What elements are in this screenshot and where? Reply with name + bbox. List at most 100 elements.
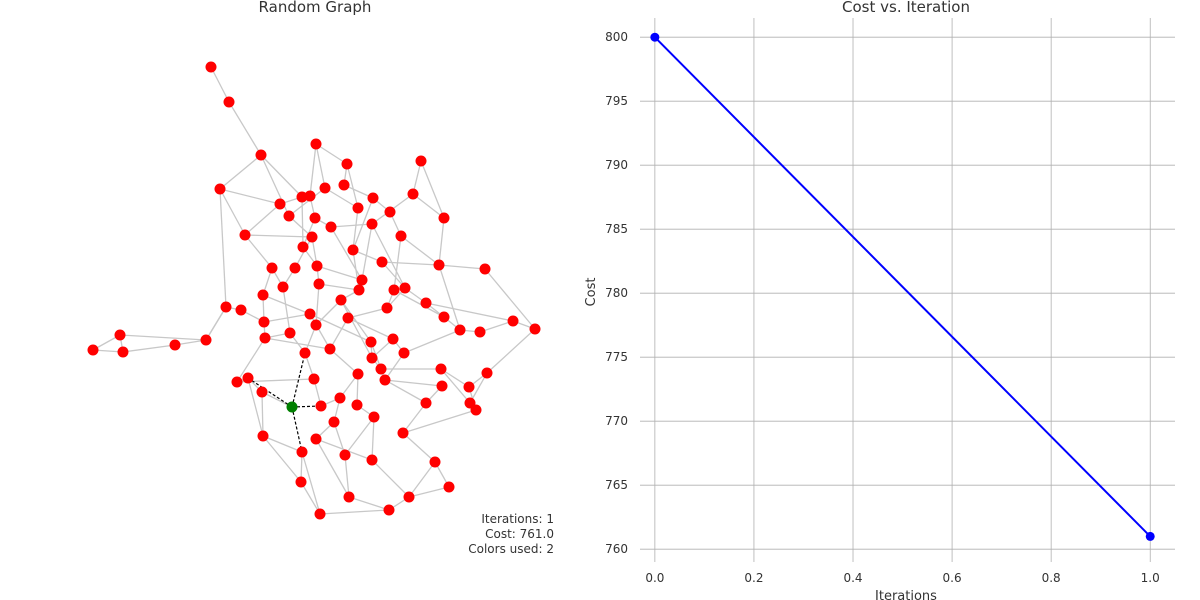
graph-node [351, 399, 363, 411]
graph-node [205, 61, 217, 73]
graph-node [214, 183, 226, 195]
graph-edge [393, 289, 445, 318]
graph-node [420, 397, 432, 409]
graph-edge [361, 223, 373, 281]
graph-edge [262, 435, 302, 483]
graph-node [87, 344, 99, 356]
graph-node [347, 244, 359, 256]
colors-used-annotation: Colors used: 2 [468, 542, 554, 556]
cost-data-point [1145, 531, 1155, 541]
graph-edge [346, 163, 359, 209]
graph-edge [440, 368, 471, 404]
graph-edge [219, 154, 262, 190]
graph-edge [315, 438, 373, 461]
graph-node [379, 374, 391, 386]
graph-edge [330, 226, 363, 281]
graph-edge [438, 264, 461, 331]
graph-node [443, 481, 455, 493]
graph-edge [347, 317, 394, 340]
graph-edge [340, 299, 373, 359]
graph-node [114, 329, 126, 341]
graph-node [169, 339, 181, 351]
graph-node [299, 347, 311, 359]
graph-highlight-edge [291, 352, 306, 408]
graph-edge [261, 391, 264, 437]
graph-node [311, 260, 323, 272]
graph-node [223, 96, 235, 108]
graph-node [200, 334, 212, 346]
y-tick-label: 765 [605, 478, 628, 492]
graph-edge [352, 249, 360, 291]
graph-edge [244, 234, 273, 269]
graph-node [438, 212, 450, 224]
graph-node [256, 386, 268, 398]
graph-node [297, 241, 309, 253]
graph-edge [319, 509, 390, 515]
graph-edge [384, 379, 443, 387]
graph-edges [92, 66, 536, 515]
graph-node [438, 311, 450, 323]
graph-node [310, 138, 322, 150]
graph-edge [260, 154, 290, 217]
graph-edge [301, 196, 304, 248]
cost-chart-title: Cost vs. Iteration [842, 0, 970, 16]
graph-edge [402, 432, 436, 463]
graph-edge [315, 438, 350, 498]
graph-node [117, 346, 129, 358]
cost-data-point [650, 32, 660, 42]
y-tick-label: 790 [605, 158, 628, 172]
graph-edge [294, 236, 313, 269]
y-tick-label: 760 [605, 542, 628, 556]
graph-node [304, 308, 316, 320]
graph-node [368, 411, 380, 423]
graph-node [403, 491, 415, 503]
graph-edge [316, 265, 363, 281]
graph-edge [408, 486, 450, 498]
graph-edge [402, 409, 477, 434]
graph-node [395, 230, 407, 242]
graph-node [507, 315, 519, 327]
y-tick-label: 770 [605, 414, 628, 428]
graph-node [335, 294, 347, 306]
graph-node [314, 508, 326, 520]
graph-node [315, 400, 327, 412]
graph-node [239, 229, 251, 241]
graph-node [387, 333, 399, 345]
graph-node [304, 190, 316, 202]
graph-edge [371, 459, 410, 498]
graph-node [529, 323, 541, 335]
graph-edge [261, 391, 293, 408]
graph-edge [347, 307, 388, 319]
graph-edge [309, 143, 317, 197]
graph-edge [309, 313, 331, 350]
graph-node [313, 278, 325, 290]
cost-chart-panel: Cost vs. Iteration 0.0 0.2 0.4 0.6 0.8 1.0 760… [584, 0, 1175, 600]
graph-edge [318, 283, 360, 291]
graph-node [266, 262, 278, 274]
graph-node [274, 198, 286, 210]
cost-chart-ticks: 0.0 0.2 0.4 0.6 0.8 1.0 760 765 770 775 780 785 790 7… [605, 30, 1160, 585]
graph-node [397, 427, 409, 439]
graph-edge [340, 299, 372, 343]
graph-edge [315, 143, 326, 189]
graph-node [310, 319, 322, 331]
graph-node [296, 446, 308, 458]
cost-annotation: Cost: 761.0 [485, 527, 554, 541]
graph-node [353, 284, 365, 296]
graph-node [365, 336, 377, 348]
graph-edge [440, 368, 470, 388]
graph-edge [329, 348, 359, 375]
x-tick-label: 0.8 [1042, 571, 1061, 585]
x-tick-label: 0.0 [645, 571, 664, 585]
graph-edge [384, 379, 427, 404]
graph-node [433, 259, 445, 271]
graph-edge [262, 435, 303, 453]
graph-node [352, 368, 364, 380]
cost-series-line [654, 36, 1151, 538]
graph-edge [403, 329, 461, 354]
y-tick-label: 775 [605, 350, 628, 364]
graph-node [325, 221, 337, 233]
graph-edge [402, 402, 427, 434]
graph-edge [438, 264, 486, 270]
